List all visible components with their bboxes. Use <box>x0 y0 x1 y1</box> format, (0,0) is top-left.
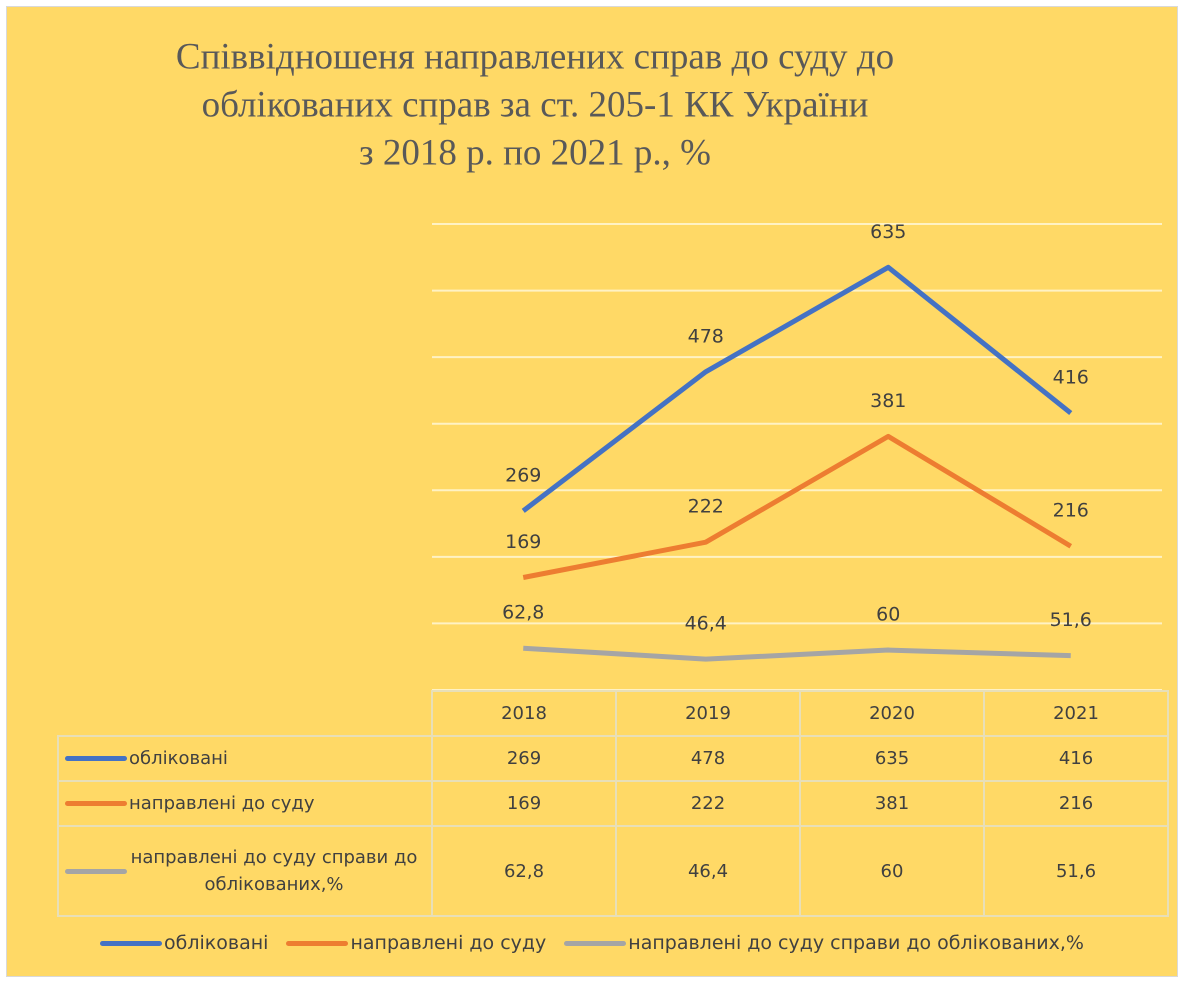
table-series-header: направлені до суду <box>57 780 433 827</box>
series-name: направлені до суду <box>129 793 315 814</box>
series-name: обліковані <box>129 748 228 769</box>
legend-label: обліковані <box>164 932 269 954</box>
legend-icon <box>286 940 349 946</box>
table-cell: 169 <box>431 780 617 827</box>
data-label: 416 <box>1053 367 1089 389</box>
chart-title: з 2018 р. по 2021 р., % <box>359 132 711 173</box>
chart-title: облікованих справ за ст. 205-1 КК Україн… <box>202 84 869 125</box>
data-label: 51,6 <box>1050 609 1092 631</box>
line <box>522 433 1073 580</box>
legend-icon <box>100 940 163 946</box>
table-cell: 51,6 <box>983 825 1169 917</box>
table-row: 2018 2019 2020 2021 <box>58 690 1169 737</box>
table-row: направлені до суду справи до облікованих… <box>57 825 1169 917</box>
table-header: 2019 <box>615 690 801 737</box>
series-header: обліковані <box>65 745 425 772</box>
table-cell: 222 <box>615 780 801 827</box>
legend-label: направлені до суду <box>350 932 547 954</box>
data-label: 222 <box>688 496 724 518</box>
legend-icon <box>65 756 127 761</box>
series-name: направлені до суду справи до облікованих… <box>130 847 418 895</box>
series-header: направлені до суду справи до облікованих… <box>65 844 425 898</box>
legend-item: направлені до суду <box>286 932 546 954</box>
table-row: направлені до суду 169 222 381 216 <box>57 780 1169 827</box>
table-series-header: направлені до суду справи до облікованих… <box>57 825 433 917</box>
data-label: 169 <box>505 531 541 553</box>
legend-label: направлені до суду справи до облікованих… <box>628 932 1084 954</box>
table-header: 2018 <box>431 690 617 737</box>
data-label: 635 <box>870 221 906 243</box>
data-label: 62,8 <box>502 602 544 624</box>
data-label: 216 <box>1053 500 1089 522</box>
table-cell: 635 <box>799 735 985 782</box>
data-label: 60 <box>876 604 900 626</box>
data-label: 478 <box>688 325 724 347</box>
line <box>523 645 1071 662</box>
table-cell: 46,4 <box>615 825 801 917</box>
line <box>521 264 1073 513</box>
series-header: направлені до суду <box>65 790 425 817</box>
table-cell: 60 <box>799 825 985 917</box>
table-cell: 269 <box>431 735 617 782</box>
table-cell <box>58 691 433 737</box>
table-cell: 216 <box>983 780 1169 827</box>
data-label: 381 <box>870 390 906 412</box>
legend: обліковані направлені до суду направлені д… <box>0 932 1184 954</box>
legend-item: направлені до суду справи до облікованих… <box>564 932 1084 954</box>
legend-icon <box>65 801 127 806</box>
chart-title: Співвідношеня направлених справ до суду … <box>176 36 894 77</box>
table-row: обліковані 269 478 635 416 <box>57 735 1169 782</box>
table-cell: 416 <box>983 735 1169 782</box>
table-cell: 478 <box>615 735 801 782</box>
data-label: 269 <box>505 464 541 486</box>
table-series-header: обліковані <box>57 735 433 782</box>
table-header: 2021 <box>983 690 1169 737</box>
table-cell: 381 <box>799 780 985 827</box>
legend-icon <box>65 868 127 874</box>
data-label: 46,4 <box>685 613 727 635</box>
legend-icon <box>564 940 627 946</box>
table-cell: 62,8 <box>431 825 617 917</box>
table-header: 2020 <box>799 690 985 737</box>
data-table: 2018 2019 2020 2021 обліковані 269 478 635 416 на… <box>57 690 1169 917</box>
legend-item: обліковані <box>100 932 268 954</box>
